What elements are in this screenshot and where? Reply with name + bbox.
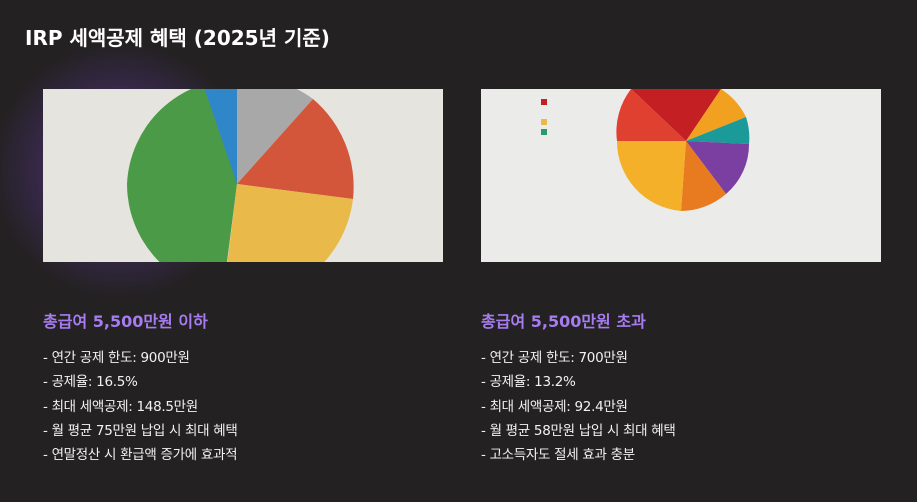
pie-image <box>481 89 881 262</box>
list-item: - 월 평균 58만원 납입 시 최대 혜택 <box>481 422 676 439</box>
list-item: - 연말정산 시 환급액 증가에 효과적 <box>43 447 238 464</box>
column: 총급여 5,500만원 이하 - 연간 공제 한도: 900만원 - 공제율: 1… <box>43 308 443 467</box>
list-item: - 최대 세액공제: 148.5만원 <box>43 398 198 415</box>
list: - 연간 공제 한도: 700만원 - 공제율: 13.2% - 최대 세액공제: … <box>481 346 881 467</box>
heading: 총급여 5,500만원 초과 <box>481 312 646 331</box>
title: IRP 세액공제 혜택 (2025년 기준) <box>25 26 330 50</box>
list-item: - 고소득자도 절세 효과 충분 <box>481 447 635 464</box>
heading: 총급여 5,500만원 이하 <box>43 312 208 331</box>
list-item: - 연간 공제 한도: 700만원 <box>481 350 628 366</box>
list-item: - 월 평균 75만원 납입 시 최대 혜택 <box>43 422 238 439</box>
list-item: - 공제율: 13.2% <box>481 374 576 391</box>
pie-image <box>43 89 443 262</box>
list-item: - 최대 세액공제: 92.4만원 <box>481 398 628 415</box>
column: 총급여 5,500만원 초과 - 연간 공제 한도: 700만원 - 공제율: 1… <box>481 308 881 467</box>
list: - 연간 공제 한도: 900만원 - 공제율: 16.5% - 최대 세액공제: … <box>43 346 443 467</box>
list-item: - 공제율: 16.5% <box>43 374 138 391</box>
list-item: - 연간 공제 한도: 900만원 <box>43 350 190 366</box>
